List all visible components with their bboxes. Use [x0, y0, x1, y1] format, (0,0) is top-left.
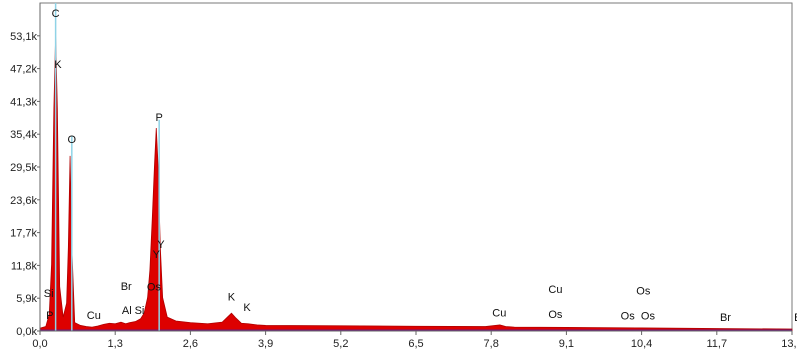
peak-label: C [52, 8, 60, 20]
y-tick-label: 11,8k [11, 260, 38, 272]
peak-label: Y [153, 249, 161, 261]
peak-label: Cu [87, 310, 101, 322]
peak-label: Br [720, 312, 731, 324]
x-tick-label: 2,6 [183, 338, 198, 350]
x-tick-label: 1,3 [108, 338, 123, 350]
peak-label: Cu [492, 308, 506, 320]
x-tick-label: 7,8 [484, 338, 499, 350]
peak-label: Os [641, 310, 656, 322]
peak-label-layer: CKOPYYSiPCuBrAlSiOsKKCuCuOsOsOsOsBrB [44, 8, 797, 324]
peak-label: K [243, 302, 251, 314]
peak-label: Si [44, 288, 54, 300]
x-tick-label: 6,5 [408, 338, 423, 350]
peak-label: Si [135, 305, 145, 317]
peak-label: P [155, 112, 162, 124]
x-tick-label: 10,4 [631, 338, 652, 350]
y-tick-label: 0,0k [16, 326, 37, 338]
x-tick-label: 5,2 [333, 338, 348, 350]
marker-layer [54, 3, 160, 331]
peak-label: O [68, 134, 77, 146]
x-tick-label: 13,0 [781, 338, 797, 350]
peak-label: Y [157, 239, 165, 251]
y-tick-label: 47,2k [10, 64, 37, 76]
y-tick-label: 53,1k [10, 31, 37, 43]
y-tick-label: 41,3k [10, 96, 37, 108]
peak-label: K [228, 291, 236, 303]
peak-label: Os [621, 310, 636, 322]
peak-label: Os [636, 285, 651, 297]
series-layer [39, 36, 793, 332]
peak-label: Al [122, 305, 132, 317]
y-tick-label: 29,5k [10, 162, 37, 174]
x-tick-label: 0,0 [32, 338, 47, 350]
x-tick-label: 11,7 [707, 338, 728, 350]
peak-label: P [46, 310, 53, 322]
spectrum-series-area [39, 36, 793, 332]
axis-layer: 0,0 1,3 2,6 3,9 5,2 6,5 7,8 9,1 10,4 11,7 13,0 0,0k… [10, 3, 797, 350]
peak-label: Br [121, 281, 132, 293]
y-tick-label: 5,9k [16, 293, 37, 305]
peak-label: Os [147, 281, 162, 293]
peak-label: Os [548, 309, 563, 321]
x-tick-label: 9,1 [559, 338, 574, 350]
y-tick-label: 23,6k [10, 195, 37, 207]
peak-label: B [794, 312, 797, 324]
peak-label: Cu [548, 284, 562, 296]
x-tick-label: 3,9 [258, 338, 273, 350]
y-tick-label: 17,7k [10, 228, 37, 240]
peak-label: K [54, 59, 62, 71]
y-tick-label: 35,4k [10, 129, 37, 141]
